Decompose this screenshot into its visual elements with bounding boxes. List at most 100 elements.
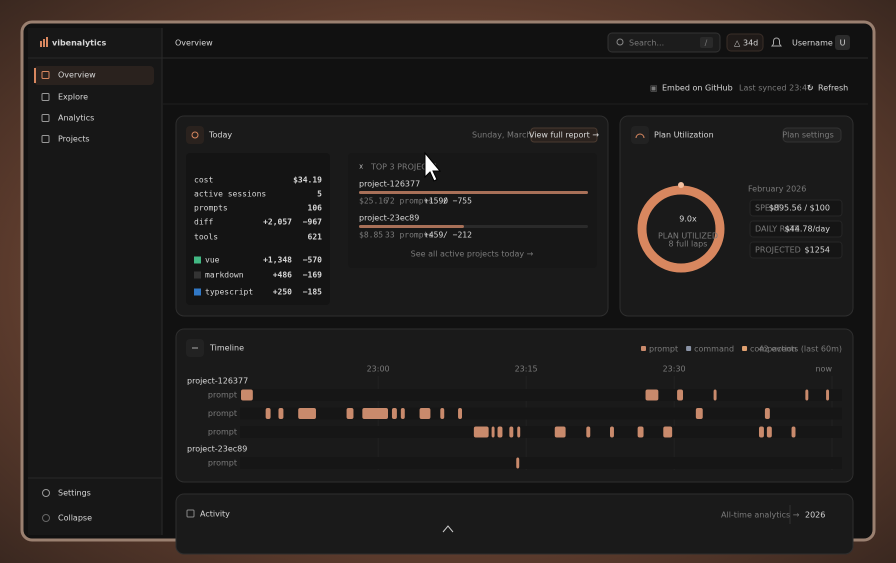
streak-badge[interactable]: [726, 33, 764, 52]
plan-row: [749, 199, 843, 217]
timeline-event[interactable]: [440, 408, 445, 419]
project-add: +1590: [424, 197, 448, 206]
project-cost: $8.85: [359, 231, 383, 240]
plan-row-value: $44.78/day: [785, 225, 831, 234]
last-synced: Last synced 23:46: [739, 84, 812, 93]
embed-button[interactable]: Embed on GitHub: [662, 84, 733, 93]
timeline-event[interactable]: [663, 426, 673, 438]
svg-text:△: △: [734, 39, 741, 48]
timeline-event[interactable]: [391, 408, 397, 419]
language-name: typescript: [205, 288, 253, 297]
nav-item[interactable]: Projects: [58, 135, 90, 144]
timeline-project: project-126377: [187, 377, 248, 386]
nav-footer-item[interactable]: Collapse: [58, 514, 92, 523]
project-prompts: 72 prompts: [385, 197, 433, 206]
lane-label: prompt: [208, 459, 237, 468]
see-all-link[interactable]: See all active projects today →: [411, 250, 534, 259]
refresh-button[interactable]: Refresh: [818, 84, 848, 93]
language-icon: [194, 288, 201, 296]
stat-label: tools: [194, 233, 218, 242]
language-add: +486: [273, 271, 292, 280]
project-name[interactable]: project-126377: [359, 180, 420, 189]
lane-label: prompt: [208, 428, 237, 437]
stat-label: prompts: [194, 204, 228, 213]
avatar[interactable]: U: [840, 39, 846, 48]
timeline-event[interactable]: [645, 389, 659, 401]
report-link: View full report →: [529, 131, 599, 140]
activity-year[interactable]: 2026: [805, 511, 825, 520]
project-cost: $25.16: [359, 197, 388, 206]
bell-icon[interactable]: [771, 37, 782, 47]
legend-label: compaction: [750, 345, 797, 354]
plan-row: [749, 220, 843, 238]
report-button[interactable]: [530, 127, 598, 143]
plan-settings-button[interactable]: [782, 127, 842, 143]
ring-marker: [678, 182, 684, 188]
timeline-event[interactable]: [695, 408, 703, 419]
timeline-event[interactable]: [713, 389, 717, 401]
timeline-event[interactable]: [554, 426, 566, 438]
timeline-event[interactable]: [677, 389, 684, 401]
lane-label: prompt: [208, 391, 237, 400]
username[interactable]: Username: [792, 39, 833, 48]
activity-card: [175, 493, 854, 555]
timeline-event[interactable]: [766, 426, 772, 438]
nav-footer-item[interactable]: Settings: [58, 489, 91, 498]
timeline-event[interactable]: [240, 389, 253, 401]
timeline-event[interactable]: [758, 426, 764, 438]
plan-row-label: SPENT: [755, 204, 781, 213]
timeline-event[interactable]: [458, 408, 462, 419]
timeline-event[interactable]: [516, 457, 520, 469]
nav-icon: [42, 489, 50, 497]
timeline-event[interactable]: [517, 426, 521, 438]
timeline-project: project-23ec89: [187, 445, 247, 454]
project-prompts: 33 prompts: [385, 231, 433, 240]
utilization-ring: [637, 185, 725, 273]
plan-row: [749, 241, 843, 259]
timeline-event[interactable]: [491, 426, 495, 438]
project-bar: [359, 225, 464, 228]
timeline-event[interactable]: [400, 408, 405, 419]
plan-period: February 2026: [748, 185, 806, 194]
nav-item[interactable]: Explore: [58, 93, 88, 102]
timeline-event[interactable]: [826, 389, 830, 401]
timeline-event[interactable]: [637, 426, 644, 438]
time-tick-label: 23:15: [515, 365, 538, 374]
timeline-event[interactable]: [298, 408, 316, 419]
timeline-event[interactable]: [509, 426, 514, 438]
nav-item[interactable]: Analytics: [58, 114, 94, 123]
timeline-event[interactable]: [473, 426, 489, 438]
timeline-event[interactable]: [610, 426, 614, 438]
language-icon: [194, 256, 201, 264]
project-add: +459: [424, 231, 443, 240]
timeline-event[interactable]: [346, 408, 354, 419]
timeline-event[interactable]: [586, 426, 591, 438]
plan-settings: Plan settings: [782, 131, 833, 140]
language-del: −185: [303, 288, 322, 297]
streak: 34d: [743, 39, 758, 48]
timeline-event[interactable]: [805, 389, 809, 401]
search-box[interactable]: [607, 32, 721, 53]
page-title: Overview: [175, 39, 213, 48]
stat-label: active sessions: [194, 190, 266, 199]
timeline-event[interactable]: [265, 408, 271, 419]
plan-row-label: PROJECTED: [755, 246, 801, 255]
timeline-event[interactable]: [419, 408, 431, 419]
timeline-event[interactable]: [362, 408, 388, 419]
language-del: −169: [303, 271, 322, 280]
svg-text:▣: ▣: [650, 84, 658, 93]
legend-swatch: [742, 346, 748, 351]
all-time-link[interactable]: All-time analytics →: [721, 511, 800, 520]
project-bar: [359, 191, 588, 194]
timeline-event[interactable]: [764, 408, 770, 419]
language-name: vue: [205, 256, 220, 265]
timeline-event[interactable]: [278, 408, 284, 419]
plan-row-value: $1254: [805, 246, 830, 255]
project-del: / −755: [443, 197, 472, 206]
timeline-event[interactable]: [497, 426, 503, 438]
language-add: +250: [273, 288, 292, 297]
timeline-event[interactable]: [791, 426, 796, 438]
project-name[interactable]: project-23ec89: [359, 214, 419, 223]
nav-item[interactable]: Overview: [58, 71, 96, 80]
utilization: 9.0x: [679, 215, 697, 224]
